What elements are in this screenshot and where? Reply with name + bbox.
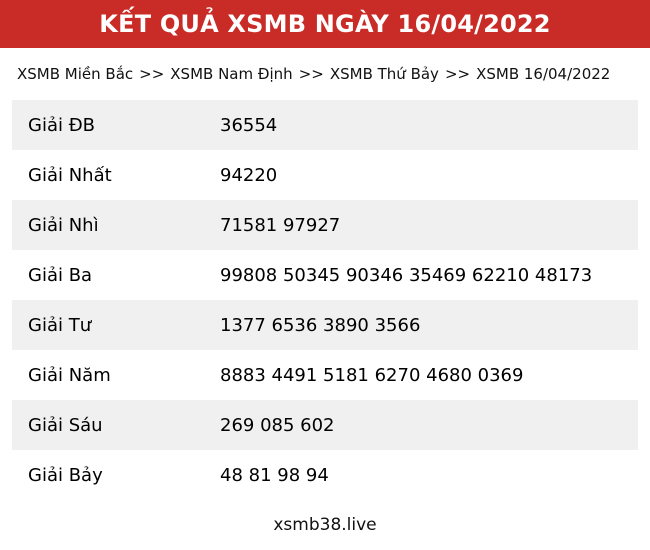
prize-numbers: 8883 4491 5181 6270 4680 0369 bbox=[220, 364, 524, 386]
result-row: Giải Nhì 71581 97927 bbox=[12, 200, 638, 250]
prize-label: Giải Tư bbox=[28, 314, 92, 336]
breadcrumb-item[interactable]: XSMB Thứ Bảy bbox=[329, 65, 439, 83]
result-row: Giải ĐB 36554 bbox=[12, 100, 638, 150]
prize-label: Giải Nhất bbox=[28, 164, 112, 186]
prize-label: Giải Bảy bbox=[28, 464, 103, 486]
breadcrumb-item[interactable]: XSMB 16/04/2022 bbox=[476, 65, 611, 83]
prize-numbers: 94220 bbox=[220, 164, 278, 186]
prize-numbers: 1377 6536 3890 3566 bbox=[220, 314, 421, 336]
result-row: Giải Năm 8883 4491 5181 6270 4680 0369 bbox=[12, 350, 638, 400]
prize-numbers: 48 81 98 94 bbox=[220, 464, 329, 486]
result-row: Giải Bảy 48 81 98 94 bbox=[12, 450, 638, 500]
breadcrumb-item[interactable]: XSMB Nam Định bbox=[170, 65, 293, 83]
page-header: KẾT QUẢ XSMB NGÀY 16/04/2022 bbox=[0, 0, 650, 48]
prize-numbers: 269 085 602 bbox=[220, 414, 335, 436]
footer-site-name: xsmb38.live bbox=[273, 515, 377, 535]
breadcrumb-item[interactable]: XSMB Miền Bắc bbox=[17, 65, 134, 83]
prize-label: Giải Sáu bbox=[28, 414, 103, 436]
result-row: Giải Tư 1377 6536 3890 3566 bbox=[12, 300, 638, 350]
breadcrumb-separator: >> bbox=[298, 65, 324, 83]
result-row: Giải Sáu 269 085 602 bbox=[12, 400, 638, 450]
prize-numbers: 71581 97927 bbox=[220, 214, 341, 236]
prize-label: Giải Nhì bbox=[28, 214, 99, 236]
prize-numbers: 99808 50345 90346 35469 62210 48173 bbox=[220, 264, 593, 286]
prize-numbers: 36554 bbox=[220, 114, 278, 136]
page-title: KẾT QUẢ XSMB NGÀY 16/04/2022 bbox=[99, 10, 551, 38]
breadcrumb: XSMB Miền Bắc >> XSMB Nam Định >> XSMB Thứ B… bbox=[0, 48, 650, 100]
result-row: Giải Nhất 94220 bbox=[12, 150, 638, 200]
results-table: Giải ĐB 36554 Giải Nhất 94220 Giải Nhì 7… bbox=[12, 100, 638, 500]
prize-label: Giải Năm bbox=[28, 364, 111, 386]
breadcrumb-separator: >> bbox=[139, 65, 165, 83]
prize-label: Giải ĐB bbox=[28, 114, 95, 136]
result-row: Giải Ba 99808 50345 90346 35469 62210 48… bbox=[12, 250, 638, 300]
prize-label: Giải Ba bbox=[28, 264, 93, 286]
breadcrumb-separator: >> bbox=[444, 65, 471, 83]
